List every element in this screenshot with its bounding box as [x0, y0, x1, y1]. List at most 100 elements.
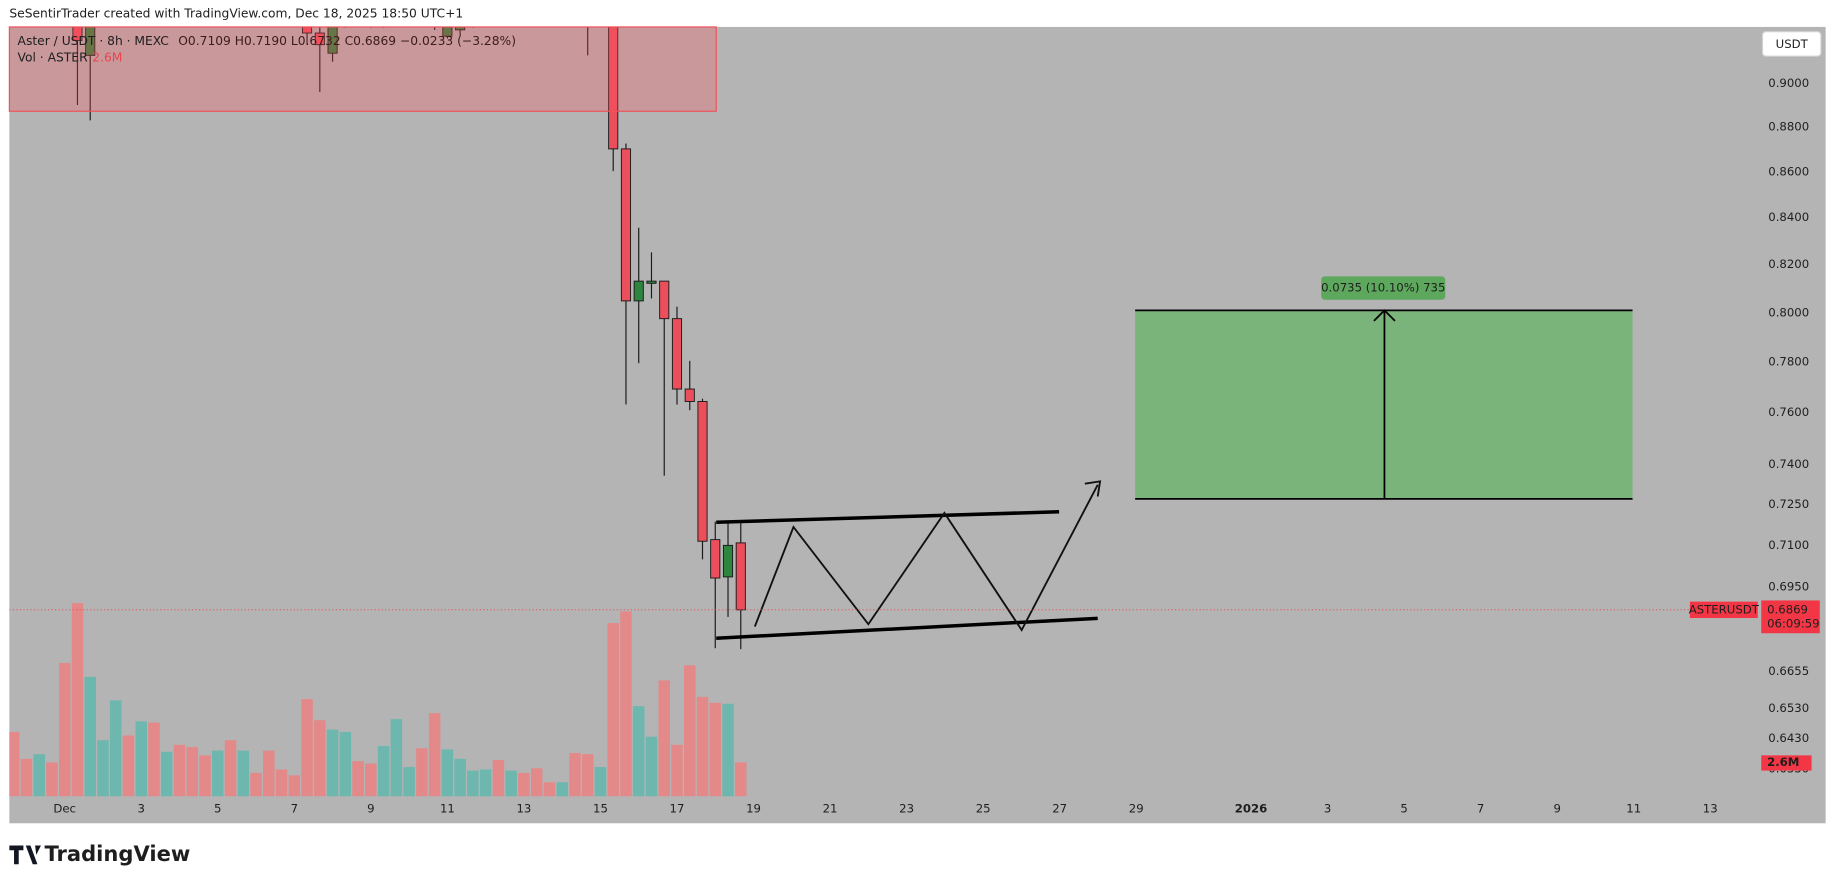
- volume-bar: [301, 699, 313, 797]
- x-tick-label: 11: [440, 802, 455, 816]
- volume-bar: [735, 762, 747, 797]
- volume-tag-box: [1761, 755, 1812, 771]
- candle-body: [633, 280, 644, 302]
- volume-bar: [441, 749, 454, 797]
- currency-box[interactable]: [1761, 31, 1822, 57]
- volume-bar: [199, 755, 211, 797]
- volume-bar: [620, 611, 632, 797]
- y-tick-label: 0.8000: [1768, 305, 1809, 319]
- target-label: 0.0735 (10.10%) 735: [1321, 281, 1445, 295]
- volume-bar: [46, 762, 58, 797]
- volume-bar: [71, 603, 84, 797]
- candle-body: [671, 318, 683, 390]
- volume-bar: [288, 775, 301, 797]
- legend-symbol-text: Aster / USDT · 8h · MEXC: [18, 33, 169, 47]
- volume-bar: [224, 740, 237, 797]
- volume-bar: [314, 720, 326, 797]
- y-tick-label: 0.8400: [1768, 210, 1809, 224]
- volume-bar: [390, 719, 403, 797]
- price-tag-box: [1761, 600, 1820, 634]
- y-tick-label: 0.9000: [1768, 76, 1809, 90]
- x-tick-label: 27: [1052, 802, 1067, 816]
- volume-bar: [722, 703, 734, 797]
- volume-bar: [9, 731, 20, 797]
- symbol-tag: ASTERUSDT: [1689, 602, 1760, 616]
- candle-body: [646, 280, 657, 284]
- legend-volume-text: Vol · ASTER: [18, 50, 89, 64]
- x-tick-label: 29: [1129, 802, 1144, 816]
- plot-area: [9, 26, 747, 797]
- volume-bar: [58, 662, 71, 797]
- y-tick-label: 0.6430: [1768, 731, 1809, 745]
- x-tick-label: 25: [976, 802, 991, 816]
- volume-tag: 2.6M: [1767, 755, 1799, 769]
- candle-body: [684, 388, 695, 402]
- volume-bar: [556, 782, 568, 797]
- volume-bar: [122, 735, 135, 797]
- x-tick-label: 3: [1324, 802, 1331, 816]
- y-tick-label: 0.6530: [1768, 701, 1809, 715]
- volume-bar: [403, 767, 415, 797]
- resistance-zone: [8, 26, 717, 112]
- x-tick-label: 7: [291, 802, 298, 816]
- x-tick-label: 7: [1477, 802, 1484, 816]
- logo-text: TradingView: [44, 841, 190, 866]
- candle-body: [710, 539, 721, 579]
- volume-bar: [530, 768, 543, 797]
- candle-body: [608, 26, 619, 150]
- volume-bar: [658, 680, 670, 797]
- y-tick-label: 0.8800: [1768, 120, 1809, 134]
- volume-bar: [479, 769, 492, 797]
- volume-bar: [135, 721, 147, 797]
- x-tick-label: Dec: [53, 802, 76, 816]
- volume-bar: [696, 696, 709, 797]
- volume-bar: [428, 713, 441, 797]
- currency-button[interactable]: USDT: [1761, 31, 1822, 57]
- candle-body: [301, 26, 313, 34]
- symbol-tag-box: [1689, 601, 1758, 619]
- volume-bar: [275, 769, 288, 797]
- y-tick-label: 0.7600: [1768, 405, 1809, 419]
- volume-bar: [365, 763, 377, 797]
- currency[interactable]: USDT: [1776, 37, 1809, 51]
- volume-bar: [416, 748, 428, 797]
- y-tick-label: 0.7100: [1768, 538, 1809, 552]
- volume-bar: [581, 754, 594, 797]
- volume-bar: [352, 761, 364, 797]
- candle-body: [620, 148, 632, 302]
- x-tick-label: 2026: [1235, 802, 1268, 816]
- x-tick-label: 9: [367, 802, 374, 816]
- volume-bar: [173, 744, 186, 797]
- y-tick-label: 0.7800: [1768, 355, 1809, 369]
- y-tick-label: 0.8200: [1768, 257, 1809, 271]
- x-tick-label: 13: [1703, 802, 1718, 816]
- candle-body: [442, 26, 453, 37]
- channel-upper: [716, 510, 1060, 525]
- channel-lower: [716, 616, 1098, 640]
- volume-bar: [237, 750, 250, 797]
- candle-body: [455, 26, 466, 31]
- volume-bar: [569, 752, 581, 797]
- x-tick-label: 19: [746, 802, 761, 816]
- volume-bar: [454, 758, 466, 797]
- x-tick-label: 15: [593, 802, 608, 816]
- y-tick-label: 0.6655: [1768, 664, 1809, 678]
- x-tick-label: 5: [214, 802, 221, 816]
- x-tick-label: 5: [1400, 802, 1407, 816]
- volume-bar: [250, 772, 262, 797]
- x-tick-label: 21: [823, 802, 838, 816]
- volume-bar: [161, 751, 173, 797]
- volume-bar: [263, 750, 275, 797]
- target-arrow-head: [1373, 309, 1396, 322]
- candle-body: [659, 280, 670, 320]
- x-tick-label: 23: [899, 802, 914, 816]
- y-tick-label: 0.8600: [1768, 164, 1809, 178]
- volume-bar: [594, 767, 607, 797]
- volume-bar: [326, 729, 339, 797]
- y-tick-label: 0.6950: [1768, 579, 1809, 593]
- volume-bar: [148, 722, 160, 797]
- candle-body: [314, 32, 325, 46]
- projection-path: [753, 484, 1099, 632]
- volume-bar: [20, 758, 33, 797]
